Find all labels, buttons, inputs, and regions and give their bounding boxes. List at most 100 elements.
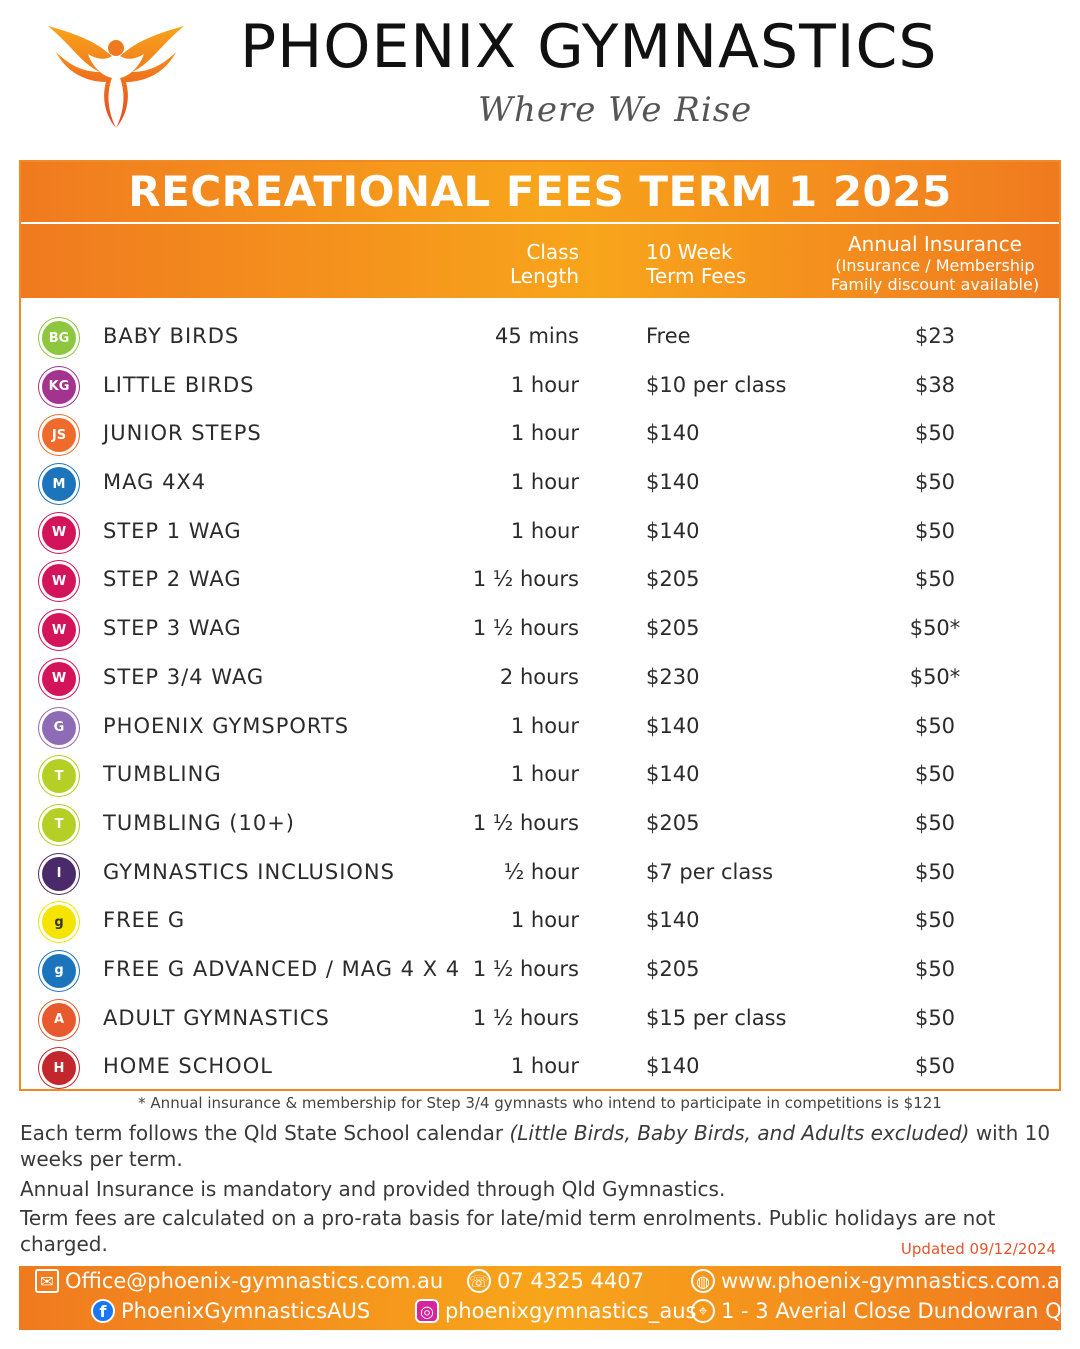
table-row: W STEP 3 WAG 1 ½ hours $205 $50* bbox=[21, 606, 1059, 655]
email-icon: ✉ bbox=[35, 1269, 59, 1293]
term-fee: $205 bbox=[646, 567, 700, 592]
term-fee: $140 bbox=[646, 421, 700, 446]
table-row: g FREE G 1 hour $140 $50 bbox=[21, 898, 1059, 947]
address-link[interactable]: ⌖ 1 - 3 Averial Close Dundowran QLD bbox=[691, 1299, 1080, 1323]
class-name: STEP 2 WAG bbox=[103, 567, 242, 592]
facebook-icon: f bbox=[91, 1299, 115, 1323]
term-fee: $230 bbox=[646, 664, 700, 689]
class-name: JUNIOR STEPS bbox=[103, 421, 262, 446]
class-length: 2 hours bbox=[499, 664, 579, 689]
insurance-footnote: * Annual insurance & membership for Step… bbox=[138, 1094, 942, 1112]
insurance-note: Annual Insurance is mandatory and provid… bbox=[20, 1177, 726, 1201]
annual-insurance: $50 bbox=[914, 908, 956, 933]
class-badge-icon: M bbox=[42, 467, 76, 502]
pro-rata-note: Term fees are calculated on a pro-rata b… bbox=[20, 1206, 996, 1256]
term-fee: $140 bbox=[646, 470, 700, 495]
class-name: PHOENIX GYMSPORTS bbox=[103, 713, 350, 738]
class-length: 1 hour bbox=[510, 518, 579, 543]
phoenix-logo bbox=[42, 16, 190, 134]
fees-table: RECREATIONAL FEES TERM 1 2025 Class Leng… bbox=[19, 160, 1061, 1091]
term-fee: $140 bbox=[646, 1054, 700, 1079]
table-row: BG BABY BIRDS 45 mins Free $23 bbox=[21, 314, 1059, 363]
table-row: H HOME SCHOOL 1 hour $140 $50 bbox=[21, 1044, 1059, 1093]
class-name: GYMNASTICS INCLUSIONS bbox=[103, 859, 395, 884]
term-fee: $140 bbox=[646, 713, 700, 738]
term-fee: $205 bbox=[646, 810, 700, 835]
term-fee: $140 bbox=[646, 518, 700, 543]
table-row: G PHOENIX GYMSPORTS 1 hour $140 $50 bbox=[21, 704, 1059, 753]
table-row: W STEP 1 WAG 1 hour $140 $50 bbox=[21, 509, 1059, 558]
header-term-fees: 10 Week Term Fees bbox=[646, 240, 747, 288]
annual-insurance: $50 bbox=[914, 421, 956, 446]
class-badge-icon: W bbox=[42, 564, 76, 599]
table-header-row: Class Length 10 Week Term Fees Annual In… bbox=[21, 224, 1059, 298]
annual-insurance: $50 bbox=[914, 1054, 956, 1079]
class-badge-icon: W bbox=[42, 613, 76, 648]
annual-insurance: $50* bbox=[909, 616, 961, 641]
contact-footer: ✉ Office@phoenix-gymnastics.com.au ☏ 07 … bbox=[19, 1266, 1080, 1330]
class-length: 1 hour bbox=[510, 470, 579, 495]
class-badge-icon: T bbox=[42, 759, 76, 794]
class-name: LITTLE BIRDS bbox=[103, 372, 255, 397]
class-length: 1 ½ hours bbox=[472, 567, 579, 592]
table-row: T TUMBLING (10+) 1 ½ hours $205 $50 bbox=[21, 801, 1059, 850]
class-badge-icon: A bbox=[42, 1002, 76, 1037]
table-row: g FREE G ADVANCED / MAG 4 X 4 1 ½ hours $20… bbox=[21, 947, 1059, 996]
annual-insurance: $38 bbox=[914, 372, 956, 397]
table-row: A ADULT GYMNASTICS 1 ½ hours $15 per class $… bbox=[21, 996, 1059, 1045]
class-name: ADULT GYMNASTICS bbox=[103, 1005, 330, 1030]
class-name: BABY BIRDS bbox=[103, 324, 240, 348]
class-length: 1 hour bbox=[510, 372, 579, 397]
table-row: JS JUNIOR STEPS 1 hour $140 $50 bbox=[21, 411, 1059, 460]
facebook-link[interactable]: f PhoenixGymnasticsAUS bbox=[91, 1299, 370, 1323]
term-fee: $15 per class bbox=[646, 1005, 787, 1030]
location-pin-icon: ⌖ bbox=[691, 1299, 715, 1323]
table-row: M MAG 4X4 1 hour $140 $50 bbox=[21, 460, 1059, 509]
header-annual-insurance: Annual Insurance (Insurance / Membership… bbox=[830, 232, 1040, 294]
brand-title: PHOENIX GYMNASTICS bbox=[240, 12, 938, 82]
table-row: W STEP 3/4 WAG 2 hours $230 $50* bbox=[21, 655, 1059, 704]
class-length: 1 hour bbox=[510, 713, 579, 738]
website-link[interactable]: ◍ www.phoenix-gymnastics.com.au bbox=[691, 1269, 1073, 1293]
class-length: 1 hour bbox=[510, 421, 579, 446]
class-badge-icon: JS bbox=[42, 418, 76, 453]
header-class-length: Class Length bbox=[510, 240, 579, 288]
term-fee: $10 per class bbox=[646, 372, 787, 397]
class-badge-icon: I bbox=[42, 856, 76, 891]
instagram-icon: ◎ bbox=[415, 1299, 439, 1323]
class-name: FREE G ADVANCED / MAG 4 X 4 bbox=[103, 956, 461, 981]
annual-insurance: $50 bbox=[914, 1005, 956, 1030]
term-fee: $7 per class bbox=[646, 859, 774, 884]
phone-link[interactable]: ☏ 07 4325 4407 bbox=[467, 1269, 644, 1293]
annual-insurance: $50 bbox=[914, 859, 956, 884]
class-length: 1 hour bbox=[510, 762, 579, 787]
term-calendar-note: Each term follows the Qld State School c… bbox=[20, 1121, 1051, 1171]
annual-insurance: $23 bbox=[914, 324, 956, 348]
table-body: BG BABY BIRDS 45 mins Free $23 KG LITTLE BIRDS… bbox=[21, 314, 1059, 1093]
class-badge-icon: G bbox=[42, 710, 76, 745]
class-length: 1 hour bbox=[510, 1054, 579, 1079]
phone-icon: ☏ bbox=[467, 1269, 491, 1293]
class-badge-icon: T bbox=[42, 807, 76, 842]
term-fee: Free bbox=[646, 324, 691, 348]
annual-insurance: $50 bbox=[914, 567, 956, 592]
class-badge-icon: BG bbox=[42, 321, 76, 355]
class-badge-icon: W bbox=[42, 515, 76, 550]
annual-insurance: $50* bbox=[909, 664, 961, 689]
table-row: I GYMNASTICS INCLUSIONS ½ hour $7 per class… bbox=[21, 850, 1059, 899]
term-fee: $205 bbox=[646, 956, 700, 981]
instagram-link[interactable]: ◎ phoenixgymnastics_aus bbox=[415, 1299, 697, 1323]
annual-insurance: $50 bbox=[914, 713, 956, 738]
class-name: HOME SCHOOL bbox=[103, 1054, 273, 1079]
table-row: KG LITTLE BIRDS 1 hour $10 per class $38 bbox=[21, 363, 1059, 412]
annual-insurance: $50 bbox=[914, 762, 956, 787]
annual-insurance: $50 bbox=[914, 810, 956, 835]
class-length: 1 ½ hours bbox=[472, 956, 579, 981]
class-badge-icon: g bbox=[42, 905, 76, 940]
table-row: W STEP 2 WAG 1 ½ hours $205 $50 bbox=[21, 557, 1059, 606]
class-length: ½ hour bbox=[503, 859, 579, 884]
class-name: STEP 1 WAG bbox=[103, 518, 242, 543]
email-link[interactable]: ✉ Office@phoenix-gymnastics.com.au bbox=[35, 1269, 443, 1293]
class-length: 1 ½ hours bbox=[472, 810, 579, 835]
class-name: STEP 3/4 WAG bbox=[103, 664, 265, 689]
